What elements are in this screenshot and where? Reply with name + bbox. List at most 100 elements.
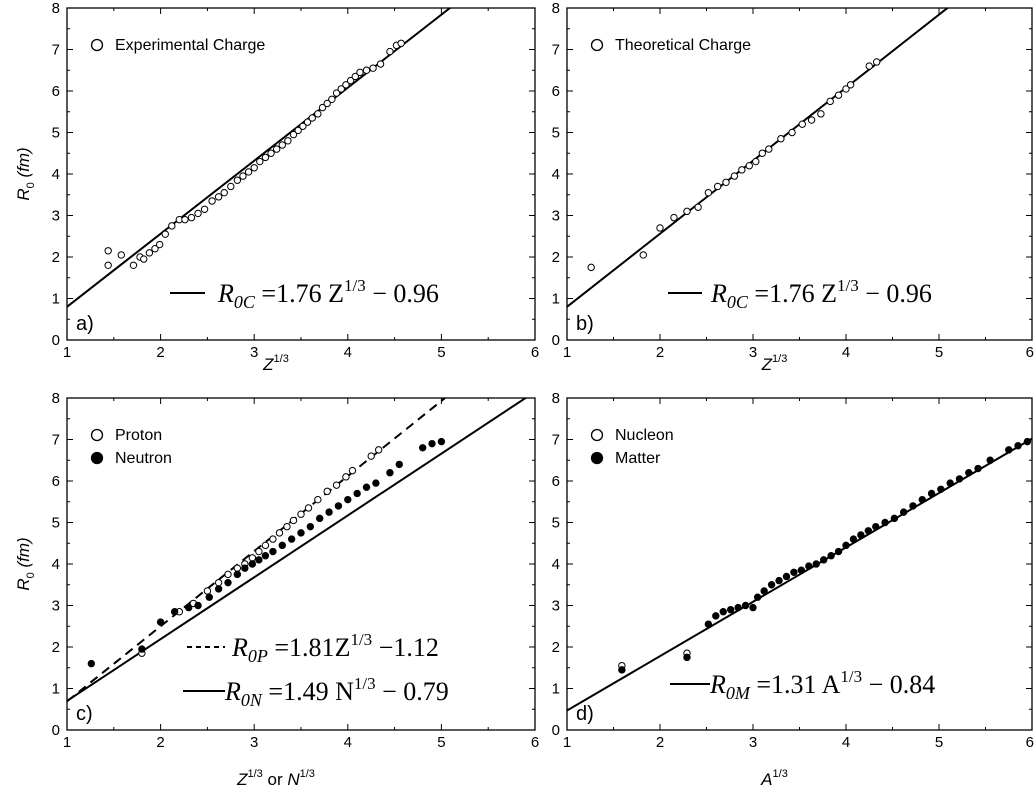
data-point-matter bbox=[843, 542, 849, 548]
fit-equation: R0M =1.31 A1/3 − 0.84 bbox=[709, 667, 935, 703]
data-point-neutron bbox=[317, 515, 323, 521]
data-point-neutron bbox=[429, 440, 435, 446]
y-tick-label: 3 bbox=[552, 208, 560, 225]
data-point-theoretical-charge bbox=[657, 225, 663, 231]
y-axis-label: R0 (fm) bbox=[14, 147, 37, 200]
data-point-theoretical-charge bbox=[731, 173, 737, 179]
data-point-matter bbox=[1006, 447, 1012, 453]
y-axis-label: R0 (fm) bbox=[14, 537, 37, 590]
y-tick-label: 5 bbox=[52, 515, 60, 532]
x-tick-label: 5 bbox=[437, 344, 445, 361]
data-point-matter bbox=[865, 528, 871, 534]
data-point-experimental-charge bbox=[215, 194, 221, 200]
x-tick-label: 4 bbox=[344, 344, 352, 361]
data-point-theoretical-charge bbox=[753, 158, 759, 164]
data-point-theoretical-charge bbox=[684, 208, 690, 214]
legend-label: Matter bbox=[615, 450, 661, 467]
data-point-experimental-charge bbox=[141, 256, 147, 262]
data-point-neutron bbox=[307, 523, 313, 529]
data-point-proton bbox=[215, 579, 221, 585]
data-point-experimental-charge bbox=[309, 115, 315, 121]
data-point-experimental-charge bbox=[105, 262, 111, 268]
data-point-theoretical-charge bbox=[714, 183, 720, 189]
data-point-experimental-charge bbox=[195, 210, 201, 216]
y-tick-label: 3 bbox=[52, 598, 60, 615]
data-point-experimental-charge bbox=[201, 206, 207, 212]
x-tick-label: 6 bbox=[531, 344, 539, 361]
data-point-experimental-charge bbox=[130, 262, 136, 268]
equation-sup: 1/3 bbox=[350, 630, 372, 649]
panel-3: 1 2 3 4 5 6012345678Z1/3 or N1/3R0 (fm)Proton… bbox=[14, 326, 539, 789]
x-axis-label: Z1/3 or N1/3 bbox=[236, 768, 315, 789]
data-point-neutron bbox=[234, 571, 240, 577]
data-point-matter bbox=[742, 602, 748, 608]
data-point-proton bbox=[262, 542, 268, 548]
panel-1: 1 2 3 4 5 6012345678Z1/3R0 (fm)Experimental C… bbox=[14, 0, 539, 374]
x-tick-label: 2 bbox=[656, 344, 664, 361]
data-point-neutron bbox=[373, 480, 379, 486]
data-point-neutron bbox=[262, 553, 268, 559]
data-point-experimental-charge bbox=[162, 231, 168, 237]
x-tick-label: 5 bbox=[437, 734, 445, 751]
fit-equation: R0C =1.76 Z1/3 − 0.96 bbox=[217, 276, 439, 312]
data-point-matter bbox=[966, 470, 972, 476]
data-point-matter bbox=[776, 577, 782, 583]
data-point-experimental-charge bbox=[182, 216, 188, 222]
data-point-neutron bbox=[139, 646, 145, 652]
data-point-matter bbox=[727, 606, 733, 612]
data-point-matter bbox=[938, 486, 944, 492]
data-point-matter bbox=[754, 594, 760, 600]
data-point-theoretical-charge bbox=[695, 204, 701, 210]
data-point-theoretical-charge bbox=[847, 82, 853, 88]
legend-marker bbox=[592, 430, 603, 441]
equation-symbol: R bbox=[709, 670, 726, 699]
data-point-theoretical-charge bbox=[723, 179, 729, 185]
data-point-matter bbox=[828, 553, 834, 559]
data-point-experimental-charge bbox=[146, 250, 152, 256]
data-point-neutron bbox=[387, 470, 393, 476]
equation-coef: =1.81 bbox=[268, 633, 335, 662]
data-point-theoretical-charge bbox=[759, 150, 765, 156]
data-point-matter bbox=[858, 532, 864, 538]
data-point-theoretical-charge bbox=[778, 136, 784, 142]
data-point-experimental-charge bbox=[169, 223, 175, 229]
data-point-matter bbox=[919, 496, 925, 502]
equation-sup: 1/3 bbox=[344, 276, 366, 295]
data-point-matter bbox=[1024, 438, 1030, 444]
data-point-proton bbox=[315, 496, 321, 502]
data-point-experimental-charge bbox=[209, 198, 215, 204]
x-tick-label: 6 bbox=[1026, 734, 1034, 751]
data-point-neutron bbox=[249, 561, 255, 567]
data-point-theoretical-charge bbox=[746, 163, 752, 169]
equation-sub: 0N bbox=[241, 690, 263, 710]
data-point-theoretical-charge bbox=[818, 111, 824, 117]
equation-symbol: R bbox=[710, 279, 727, 308]
equation-sub: 0C bbox=[234, 292, 256, 312]
equation-symbol: R bbox=[217, 279, 234, 308]
equation-var: Z bbox=[328, 279, 344, 308]
data-point-experimental-charge bbox=[156, 241, 162, 247]
data-point-experimental-charge bbox=[257, 158, 263, 164]
x-tick-label: 5 bbox=[935, 344, 943, 361]
data-point-proton bbox=[349, 467, 355, 473]
data-point-matter bbox=[720, 609, 726, 615]
legend-marker bbox=[92, 40, 103, 51]
x-tick-label: 2 bbox=[156, 344, 164, 361]
data-point-experimental-charge bbox=[273, 146, 279, 152]
equation-symbol: R bbox=[224, 677, 241, 706]
x-axis-label: Z1/3 bbox=[262, 353, 289, 374]
equation-sup: 1/3 bbox=[354, 674, 376, 693]
x-axis-label-sup: 1/3 bbox=[773, 768, 788, 780]
data-point-neutron bbox=[185, 604, 191, 610]
data-point-neutron bbox=[242, 565, 248, 571]
data-point-experimental-charge bbox=[221, 189, 227, 195]
data-point-matter bbox=[928, 490, 934, 496]
data-point-matter bbox=[806, 563, 812, 569]
data-point-neutron bbox=[354, 490, 360, 496]
data-point-matter bbox=[768, 582, 774, 588]
data-point-proton bbox=[225, 571, 231, 577]
data-point-matter bbox=[798, 567, 804, 573]
equation-var: Z bbox=[335, 633, 351, 662]
x-tick-label: 4 bbox=[344, 734, 352, 751]
